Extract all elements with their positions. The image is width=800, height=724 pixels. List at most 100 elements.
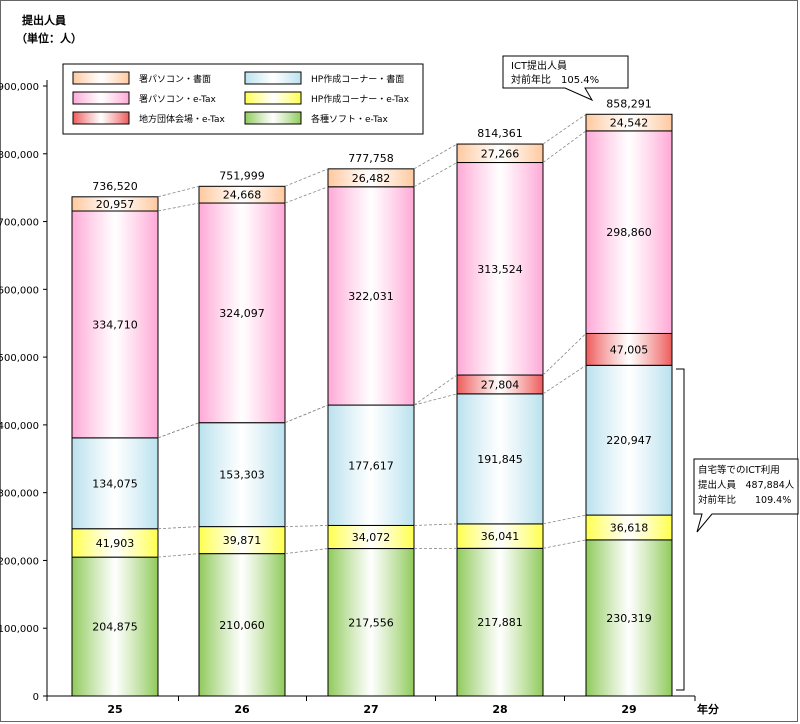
x-tick-label: 28 <box>492 703 507 716</box>
bar-segment <box>456 523 544 549</box>
y-tick-label: 600,000 <box>0 285 39 296</box>
bar-segment <box>198 526 286 555</box>
data-label: 36,041 <box>481 530 520 543</box>
bar-segment <box>585 364 673 516</box>
connector-line <box>157 422 200 439</box>
bar-segment <box>198 185 286 204</box>
data-label: 217,556 <box>348 616 394 629</box>
bar-segment <box>198 422 286 528</box>
connector-line <box>284 548 329 555</box>
data-label: 41,903 <box>96 537 135 550</box>
bar-segment <box>327 548 415 697</box>
data-label: 20,957 <box>96 198 135 211</box>
y-tick-label: 700,000 <box>0 218 39 229</box>
data-label: 322,031 <box>348 290 394 303</box>
x-tick-label: 29 <box>621 703 636 716</box>
y-axis-unit: （単位：人） <box>16 32 82 45</box>
data-label: 27,804 <box>481 378 520 391</box>
data-label: 27,266 <box>481 147 520 160</box>
connector-line <box>284 404 329 424</box>
bar-segment <box>327 168 415 188</box>
bar-segment <box>456 162 544 376</box>
x-axis-unit: 年分 <box>697 702 719 716</box>
data-label: 134,075 <box>92 477 138 490</box>
bar-segment <box>71 556 159 697</box>
callout-top-line: ICT提出人員 <box>511 59 567 72</box>
data-label: 47,005 <box>610 343 649 356</box>
data-label: 220,947 <box>606 434 652 447</box>
data-label: 324,097 <box>219 307 265 320</box>
legend-label: 署パソコン・書面 <box>139 73 211 85</box>
legend-swatch <box>72 91 130 105</box>
connector-line <box>413 143 458 170</box>
legend-swatch <box>244 111 302 125</box>
y-tick-label: 900,000 <box>0 82 39 93</box>
connector-line <box>284 525 329 528</box>
data-label: 204,875 <box>92 621 138 634</box>
data-label: 26,482 <box>352 172 391 185</box>
bar-segment <box>198 202 286 424</box>
bar-segment <box>456 547 544 697</box>
bar-segment <box>585 130 673 334</box>
data-label: 298,860 <box>606 226 652 239</box>
y-tick-label: 400,000 <box>0 421 39 432</box>
y-axis-title: 提出人員 <box>22 14 66 27</box>
connector-line <box>542 130 587 163</box>
data-label: 313,524 <box>477 263 523 276</box>
legend-label: 署パソコン・e-Tax <box>139 94 216 105</box>
bracket-right <box>676 368 685 691</box>
total-label: 751,999 <box>219 169 265 182</box>
data-label: 177,617 <box>348 459 394 472</box>
data-label: 210,060 <box>219 619 265 632</box>
connector-line <box>284 186 329 204</box>
total-label: 814,361 <box>477 127 523 140</box>
total-label: 777,758 <box>348 152 394 165</box>
y-tick-label: 100,000 <box>0 624 39 635</box>
connector-line <box>542 364 587 395</box>
connector-line <box>542 333 587 376</box>
bar-segment <box>456 143 544 164</box>
legend-label: 地方団体会場・e-Tax <box>139 113 225 125</box>
bar-segment <box>327 186 415 406</box>
callout-top-line: 対前年比 105.4% <box>511 73 599 86</box>
bar-segment <box>585 514 673 541</box>
legend-label: HP作成コーナー・e-Tax <box>311 93 410 105</box>
connector-line <box>413 523 458 526</box>
callout-right-line: 提出人員 487,884人 <box>698 479 795 491</box>
connector-line <box>413 374 458 406</box>
connector-line <box>157 553 200 558</box>
legend-swatch <box>72 111 130 125</box>
connector-line <box>284 168 329 187</box>
x-tick-label: 27 <box>363 703 378 716</box>
data-label: 217,881 <box>477 616 523 629</box>
y-tick-label: 0 <box>33 692 39 703</box>
connector-line <box>413 162 458 188</box>
x-tick-label: 26 <box>234 703 250 716</box>
legend-swatch <box>72 71 130 85</box>
x-tick-label: 25 <box>107 703 122 716</box>
data-label: 36,618 <box>610 521 649 534</box>
data-label: 230,319 <box>606 612 652 625</box>
bar-segment <box>71 437 159 530</box>
connector-line <box>542 539 587 549</box>
connector-line <box>157 526 200 530</box>
connector-line <box>157 202 200 212</box>
y-tick-label: 500,000 <box>0 353 39 364</box>
legend-label: HP作成コーナー・書面 <box>311 73 404 85</box>
data-label: 191,845 <box>477 453 523 466</box>
connector-line <box>542 514 587 525</box>
y-tick-label: 300,000 <box>0 489 39 500</box>
callout-top <box>502 55 629 102</box>
data-label: 24,668 <box>223 189 262 202</box>
data-label: 39,871 <box>223 534 262 547</box>
data-label: 334,710 <box>92 318 138 331</box>
callout-right-line: 自宅等でのICT利用 <box>698 464 780 476</box>
callout-right <box>693 458 799 533</box>
y-tick-label: 800,000 <box>0 150 39 161</box>
bar-segment <box>71 528 159 558</box>
legend-swatch <box>244 71 302 85</box>
data-label: 24,542 <box>610 117 649 130</box>
bar-segment <box>585 113 673 132</box>
